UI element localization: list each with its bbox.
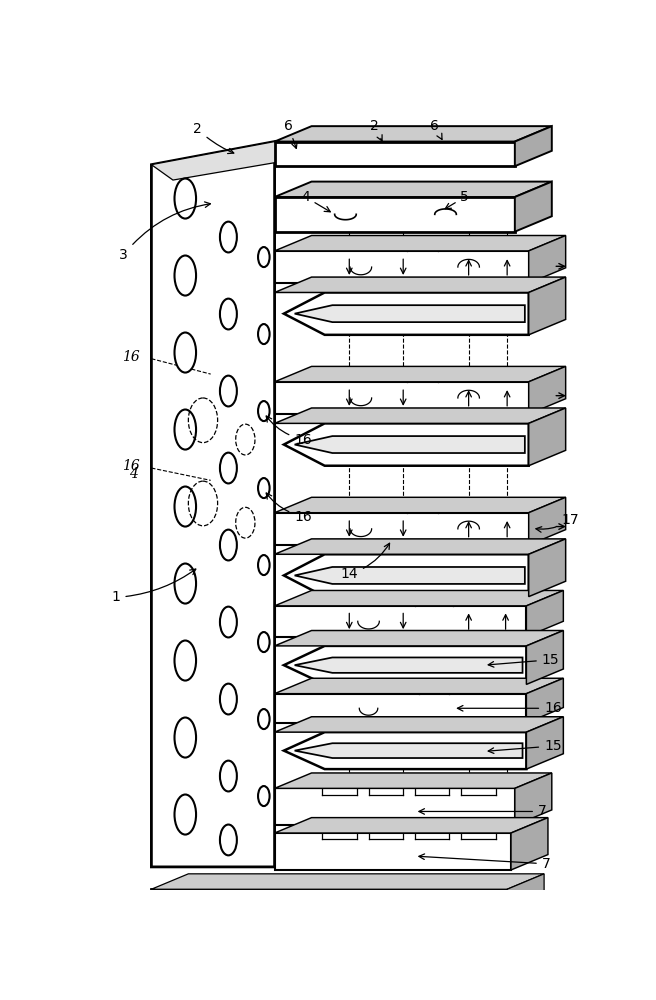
- Text: 16: 16: [457, 701, 562, 715]
- Polygon shape: [275, 235, 565, 251]
- Polygon shape: [284, 423, 529, 466]
- Text: 6: 6: [284, 119, 297, 148]
- Text: 2: 2: [194, 122, 234, 154]
- Ellipse shape: [220, 684, 237, 714]
- Text: 5: 5: [445, 190, 469, 209]
- Text: 15: 15: [488, 653, 560, 667]
- Ellipse shape: [174, 179, 196, 219]
- Polygon shape: [275, 631, 564, 646]
- Text: 16: 16: [266, 416, 312, 447]
- Polygon shape: [284, 292, 529, 335]
- Polygon shape: [529, 408, 565, 466]
- Ellipse shape: [258, 324, 270, 344]
- Polygon shape: [275, 366, 565, 382]
- Polygon shape: [275, 788, 515, 825]
- Ellipse shape: [258, 709, 270, 729]
- Polygon shape: [275, 717, 564, 732]
- Polygon shape: [275, 513, 529, 545]
- Polygon shape: [275, 126, 552, 142]
- Polygon shape: [275, 773, 552, 788]
- Ellipse shape: [174, 487, 196, 527]
- Ellipse shape: [174, 718, 196, 758]
- Polygon shape: [275, 678, 564, 694]
- Ellipse shape: [174, 641, 196, 681]
- Polygon shape: [515, 182, 552, 232]
- Text: 14: 14: [340, 543, 390, 581]
- Polygon shape: [275, 142, 515, 166]
- Text: 4: 4: [129, 467, 138, 481]
- Text: 1: 1: [112, 569, 195, 604]
- Ellipse shape: [174, 564, 196, 604]
- Ellipse shape: [220, 299, 237, 329]
- Text: 7: 7: [419, 854, 550, 871]
- Polygon shape: [152, 142, 275, 867]
- Ellipse shape: [220, 825, 237, 855]
- Polygon shape: [295, 657, 523, 673]
- Polygon shape: [526, 590, 564, 637]
- Polygon shape: [515, 773, 552, 825]
- Polygon shape: [529, 539, 565, 597]
- Ellipse shape: [220, 607, 237, 637]
- Polygon shape: [526, 631, 564, 684]
- Polygon shape: [529, 366, 565, 414]
- Polygon shape: [275, 539, 565, 554]
- Polygon shape: [275, 694, 526, 723]
- Polygon shape: [275, 277, 565, 292]
- Text: 4: 4: [301, 190, 331, 212]
- Ellipse shape: [174, 795, 196, 835]
- Text: 16: 16: [266, 493, 312, 524]
- Polygon shape: [295, 567, 525, 584]
- Polygon shape: [507, 874, 544, 914]
- Text: 2: 2: [371, 119, 382, 141]
- Polygon shape: [295, 305, 525, 322]
- Polygon shape: [295, 743, 523, 758]
- Polygon shape: [526, 717, 564, 769]
- Polygon shape: [152, 889, 507, 914]
- Polygon shape: [275, 382, 529, 414]
- Text: 3: 3: [119, 202, 211, 262]
- Ellipse shape: [258, 555, 270, 575]
- Polygon shape: [275, 497, 565, 513]
- Polygon shape: [275, 606, 526, 637]
- Ellipse shape: [174, 256, 196, 296]
- Polygon shape: [275, 408, 565, 423]
- Polygon shape: [275, 182, 552, 197]
- Polygon shape: [511, 818, 548, 870]
- Polygon shape: [515, 126, 552, 166]
- Ellipse shape: [220, 222, 237, 252]
- Ellipse shape: [174, 333, 196, 373]
- Polygon shape: [275, 251, 529, 283]
- Ellipse shape: [220, 761, 237, 791]
- Polygon shape: [284, 554, 529, 597]
- Ellipse shape: [220, 376, 237, 406]
- Polygon shape: [529, 235, 565, 283]
- Ellipse shape: [174, 410, 196, 450]
- Polygon shape: [275, 833, 511, 870]
- Ellipse shape: [258, 401, 270, 421]
- Ellipse shape: [258, 478, 270, 498]
- Text: 7: 7: [419, 804, 546, 818]
- Polygon shape: [275, 590, 564, 606]
- Polygon shape: [526, 678, 564, 723]
- Text: 17: 17: [536, 513, 579, 532]
- Polygon shape: [284, 646, 526, 684]
- Ellipse shape: [220, 453, 237, 483]
- Polygon shape: [284, 732, 526, 769]
- Text: 6: 6: [430, 119, 442, 139]
- Polygon shape: [152, 874, 544, 889]
- Text: 16: 16: [123, 460, 140, 474]
- Polygon shape: [529, 497, 565, 545]
- Polygon shape: [275, 197, 515, 232]
- Polygon shape: [275, 818, 548, 833]
- Ellipse shape: [258, 632, 270, 652]
- Polygon shape: [529, 277, 565, 335]
- Text: 15: 15: [488, 739, 562, 753]
- Text: 16: 16: [123, 350, 140, 364]
- Ellipse shape: [220, 530, 237, 560]
- Polygon shape: [295, 436, 525, 453]
- Ellipse shape: [258, 786, 270, 806]
- Polygon shape: [152, 142, 299, 180]
- Ellipse shape: [258, 247, 270, 267]
